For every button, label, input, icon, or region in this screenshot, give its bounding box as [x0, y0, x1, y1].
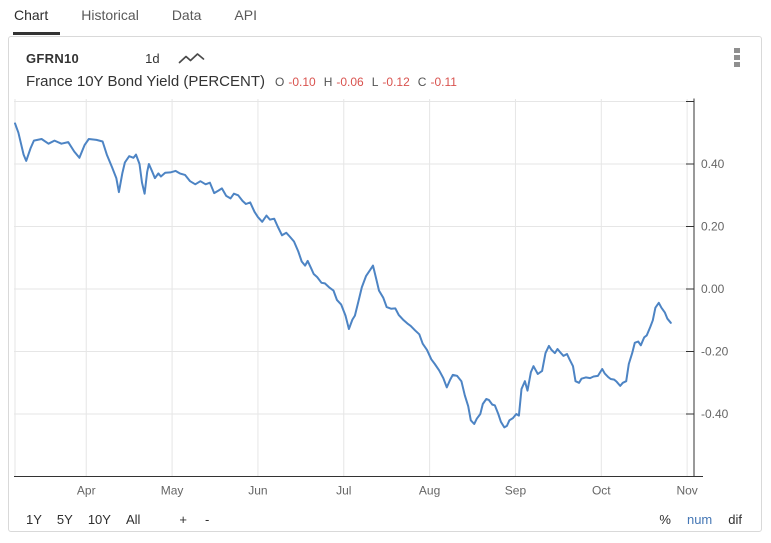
x-tick-label: Nov — [676, 484, 697, 498]
ohlc-high-value: -0.06 — [336, 75, 364, 89]
kebab-dot — [734, 62, 740, 67]
axis-labels: 0.40 0.20 0.00 -0.20 -0.40 Apr May Jun Jul Aug Sep… — [77, 157, 729, 498]
toolbar-left: 1Y 5Y 10Y All + - — [26, 512, 211, 527]
interval-selector[interactable]: 1d — [145, 50, 160, 66]
range-button-10y[interactable]: 10Y — [87, 511, 111, 527]
ohlc-open-label: O — [275, 75, 285, 89]
chart-plot-area[interactable]: 0.40 0.20 0.00 -0.20 -0.40 Apr May Jun Jul Aug Sep… — [9, 89, 763, 507]
range-button-1y[interactable]: 1Y — [26, 511, 42, 527]
ohlc-readout: O -0.10 H -0.06 L -0.12 C -0.11 — [275, 75, 457, 89]
range-button-5y[interactable]: 5Y — [56, 511, 73, 527]
tab-data[interactable]: Data — [171, 7, 202, 23]
chart-type-icon[interactable] — [178, 51, 205, 66]
mode-dif-button[interactable]: dif — [728, 511, 742, 527]
toolbar-right: % num dif — [643, 512, 742, 527]
tab-chart[interactable]: Chart — [13, 0, 61, 35]
ohlc-low-label: L — [371, 75, 379, 89]
x-tick-label: Sep — [505, 484, 527, 498]
x-tick-label: Apr — [77, 484, 96, 498]
ohlc-high-label: H — [323, 75, 333, 89]
gridlines — [14, 99, 694, 477]
mode-num-button[interactable]: num — [686, 511, 713, 527]
y-tick-label: 0.20 — [701, 220, 725, 234]
zoom-in-button[interactable]: + — [179, 511, 187, 527]
tab-api[interactable]: API — [234, 7, 257, 23]
chart-card: GFRN10 1d France 10Y Bond Yield (PERCENT… — [8, 36, 762, 532]
range-button-all[interactable]: All — [125, 511, 141, 527]
chart-toolbar: 1Y 5Y 10Y All + - % num dif — [9, 507, 761, 531]
series-line — [14, 122, 672, 429]
kebab-dot — [734, 48, 740, 53]
x-tick-label: Oct — [592, 484, 611, 498]
ohlc-close-value: -0.11 — [430, 75, 457, 89]
context-menu-icon[interactable] — [731, 46, 743, 69]
kebab-dot — [734, 55, 740, 60]
chart-title: France 10Y Bond Yield (PERCENT) — [26, 73, 265, 90]
chart-type-icon-line — [178, 52, 204, 63]
tabbar: Chart Historical Data API — [13, 0, 289, 35]
axes — [14, 98, 703, 477]
y-tick-label: 0.40 — [701, 157, 725, 171]
y-tick-label: 0.00 — [701, 282, 725, 296]
x-tick-label: Aug — [419, 484, 440, 498]
ohlc-open-value: -0.10 — [288, 75, 316, 89]
card-header: GFRN10 1d — [26, 49, 205, 67]
tab-historical[interactable]: Historical — [81, 7, 139, 23]
x-tick-label: Jun — [248, 484, 267, 498]
title-row: France 10Y Bond Yield (PERCENT) O -0.10 H… — [26, 73, 457, 90]
y-tick-label: -0.40 — [701, 407, 729, 421]
x-tick-label: Jul — [336, 484, 351, 498]
zoom-out-button[interactable]: - — [205, 511, 210, 527]
ohlc-low-value: -0.12 — [382, 75, 410, 89]
y-tick-label: -0.20 — [701, 345, 729, 359]
x-tick-label: May — [161, 484, 184, 498]
mode-percent-button[interactable]: % — [659, 511, 671, 527]
symbol-label: GFRN10 — [26, 50, 80, 66]
ohlc-close-label: C — [417, 75, 427, 89]
